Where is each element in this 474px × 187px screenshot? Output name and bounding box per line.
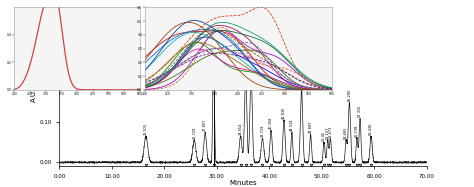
Text: 44.334: 44.334 (290, 118, 294, 131)
Text: 40.358: 40.358 (269, 117, 273, 129)
Text: 50.45: 50.45 (322, 131, 326, 141)
Text: 36.556: 36.556 (249, 56, 253, 69)
Text: 54.665: 54.665 (344, 126, 348, 139)
Text: 35.525: 35.525 (244, 60, 248, 73)
Text: 29.413: 29.413 (211, 28, 216, 41)
Text: 51.157: 51.157 (326, 126, 330, 139)
X-axis label: Minutes: Minutes (229, 180, 257, 186)
Text: 47.897: 47.897 (309, 120, 313, 133)
Text: 42.835: 42.835 (282, 106, 286, 119)
Y-axis label: A.U.: A.U. (31, 87, 36, 102)
Text: 57.315: 57.315 (358, 105, 362, 117)
Text: 38.729: 38.729 (261, 125, 264, 137)
Text: 59.430: 59.430 (369, 122, 373, 135)
Text: 56.738: 56.738 (355, 125, 359, 137)
Text: 46.173: 46.173 (300, 72, 303, 85)
Text: 55.290: 55.290 (347, 88, 351, 101)
Text: 25.729: 25.729 (192, 126, 196, 139)
Text: 34.554: 34.554 (238, 122, 243, 135)
Text: 51.673: 51.673 (328, 125, 332, 138)
Text: 27.807: 27.807 (203, 118, 207, 131)
Text: 16.515: 16.515 (144, 122, 148, 135)
